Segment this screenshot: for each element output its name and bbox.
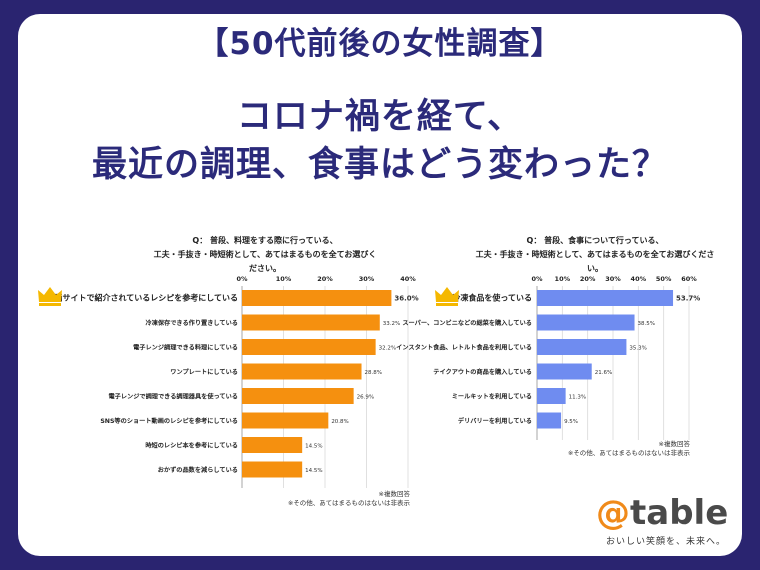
- right-crown-icon-base: [436, 303, 458, 306]
- right-bar: [537, 412, 562, 429]
- left-value-label: 14.5%: [305, 444, 322, 450]
- right-value-label: 35.3%: [629, 346, 646, 352]
- right-tick-label: 20%: [580, 275, 596, 283]
- right-note-multi: ※複数回答: [658, 440, 690, 448]
- right-question-line2: 工夫・手抜き・時短術として、あてはまるものを全てお選びください。: [475, 250, 715, 273]
- left-notes: ※複数回答 ※その他、あてはまるものはないは非表示: [250, 490, 410, 508]
- left-question-line2: 工夫・手抜き・時短術として、あてはまるものを全てお選びください。: [153, 250, 377, 273]
- left-category-label: SNS等のショート動画のレシピを参考にしている: [100, 417, 238, 425]
- left-value-label: 33.2%: [383, 321, 400, 327]
- content-card: [18, 14, 742, 556]
- right-notes: ※複数回答 ※その他、あてはまるものはないは非表示: [530, 440, 690, 458]
- right-bar: [537, 363, 592, 380]
- left-note-multi: ※複数回答: [378, 490, 410, 498]
- left-category-label: おかずの品数を減らしている: [158, 466, 238, 474]
- right-value-label: 38.5%: [638, 321, 655, 327]
- right-bar: [537, 388, 566, 404]
- left-bar: [242, 388, 354, 404]
- left-note-hidden: ※その他、あてはまるものはないは非表示: [287, 499, 410, 507]
- left-category-label: 冷凍保存できる作り置きしている: [145, 319, 238, 327]
- right-category-label: 冷凍食品を使っている: [452, 293, 532, 303]
- left-tick-label: 30%: [359, 275, 375, 283]
- left-tick-label: 40%: [400, 275, 416, 283]
- right-category-label: デリバリーを利用している: [458, 417, 532, 425]
- left-category-label: 時短のレシピ本を参考にしている: [145, 442, 238, 450]
- left-category-label: 電子レンジ調理できる料理にしている: [133, 344, 238, 352]
- left-bar: [242, 412, 329, 429]
- left-category-label: 電子レンジで調理できる調理器具を使っている: [108, 393, 238, 401]
- left-crown-icon: [38, 287, 62, 302]
- right-tick-label: 50%: [656, 275, 672, 283]
- right-crown-icon: [435, 287, 459, 302]
- right-tick-label: 0%: [531, 275, 543, 283]
- left-value-label: 14.5%: [305, 468, 322, 474]
- left-value-label: 36.0%: [394, 295, 418, 303]
- left-category-label: 動画サイトで紹介されているレシピを参考にしている: [46, 293, 238, 303]
- right-bar: [537, 314, 635, 331]
- left-tick-label: 10%: [276, 275, 292, 283]
- right-question: Q： 普段、食事について行っている、 工夫・手抜き・時短術として、あてはまるもの…: [470, 234, 720, 276]
- right-question-line1: Q： 普段、食事について行っている、: [526, 236, 664, 245]
- left-bar: [242, 314, 380, 331]
- left-bar: [242, 437, 303, 453]
- left-value-label: 32.2%: [379, 346, 396, 352]
- right-tick-label: 60%: [681, 275, 697, 283]
- right-note-hidden: ※その他、あてはまるものはないは非表示: [567, 449, 690, 457]
- left-question-line1: Q： 普段、料理をする際に行っている、: [192, 236, 338, 245]
- left-value-label: 20.8%: [331, 419, 348, 425]
- right-tick-label: 30%: [605, 275, 621, 283]
- left-bar: [242, 290, 392, 306]
- survey-subtitle: 【50代前後の女性調査】: [197, 26, 563, 62]
- left-bar: [242, 339, 376, 355]
- table-logo-tagline: おいしい笑顔を、未来へ。: [606, 537, 727, 547]
- right-value-label: 9.5%: [564, 419, 578, 425]
- left-category-label: ワンプレートにしている: [170, 368, 238, 376]
- right-category-label: スーパー、コンビニなどの総菜を購入している: [402, 319, 532, 327]
- left-bar: [242, 461, 303, 478]
- left-value-label: 28.8%: [365, 370, 382, 376]
- right-value-label: 53.7%: [676, 295, 700, 303]
- left-tick-label: 20%: [317, 275, 333, 283]
- table-logo-name: table: [630, 493, 729, 533]
- right-value-label: 11.3%: [569, 395, 586, 401]
- right-bar: [537, 290, 674, 306]
- right-category-label: ミールキットを利用している: [452, 393, 532, 401]
- right-category-label: インスタント食品、レトルト食品を利用している: [396, 344, 532, 352]
- right-tick-label: 10%: [555, 275, 571, 283]
- right-bar: [537, 339, 627, 355]
- left-bar: [242, 363, 362, 380]
- left-value-label: 26.9%: [357, 395, 374, 401]
- right-tick-label: 40%: [631, 275, 647, 283]
- right-category-label: テイクアウトの商品を購入している: [433, 368, 532, 376]
- main-title-line1: コロナ禍を経て、: [236, 97, 524, 137]
- left-question: Q： 普段、料理をする際に行っている、 工夫・手抜き・時短術として、あてはまるも…: [150, 234, 380, 276]
- left-tick-label: 0%: [236, 275, 248, 283]
- right-value-label: 21.6%: [595, 370, 612, 376]
- left-crown-icon-base: [39, 303, 61, 306]
- table-logo-at-icon: @: [596, 493, 630, 533]
- main-title-line2: 最近の調理、食事はどう変わった？: [91, 145, 668, 185]
